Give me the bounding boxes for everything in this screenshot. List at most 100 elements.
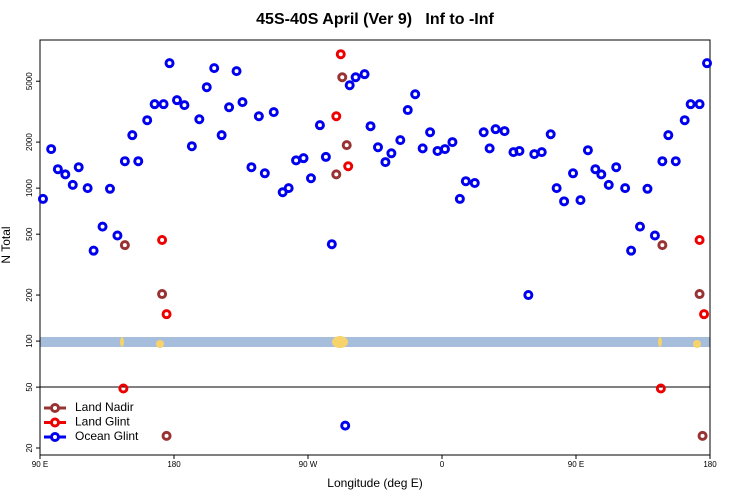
point [216,130,227,141]
point [663,130,674,141]
point [82,183,93,194]
point [478,127,489,138]
point [545,129,556,140]
x-tick-label: 90 E [32,460,48,469]
x-tick-label: 180 [167,460,181,469]
y-tick-label: 2000 [25,133,34,151]
point [341,140,352,151]
legend-label: Land Nadir [75,400,134,414]
point [657,240,668,251]
point [499,126,510,137]
y-axis-label: N Total [0,226,13,263]
y-tick-label: 500 [25,227,34,241]
point [60,169,71,180]
land-strip [40,336,710,348]
land-blob [332,336,348,348]
point [694,235,705,246]
series [37,58,713,431]
point [305,173,316,184]
point [209,63,220,74]
point [343,161,354,172]
point [410,89,421,100]
point [335,49,346,60]
point [685,99,696,110]
point [575,195,586,206]
land-blob [693,340,701,348]
y-tick-label: 200 [25,288,34,302]
point [237,97,248,108]
point [596,169,607,180]
point [484,143,495,154]
series [118,49,710,394]
point [331,111,342,122]
point [344,80,355,91]
point [127,130,138,141]
point [133,156,144,167]
point [679,115,690,126]
point [119,156,130,167]
point [417,143,428,154]
point [590,164,601,175]
point [350,72,361,83]
point [104,183,115,194]
point [194,114,205,125]
point [320,151,331,162]
y-tick-label: 100 [25,334,34,348]
point [186,141,197,152]
point [326,239,337,250]
point [536,147,547,158]
point [454,193,465,204]
point [268,107,279,118]
point [224,102,235,113]
point [649,230,660,241]
point [67,179,78,190]
y-tick-label: 20 [25,443,34,452]
point [372,142,383,153]
point [402,105,413,116]
series [119,72,708,441]
point [73,162,84,173]
point [164,58,175,69]
point [514,145,525,156]
x-tick-label: 180 [703,460,717,469]
point [425,127,436,138]
point [259,168,270,179]
point [469,178,480,189]
point [551,183,562,194]
point [620,183,631,194]
point [119,240,130,251]
y-tick-label: 5000 [25,72,34,90]
point [694,289,705,300]
point [337,72,348,83]
point [88,245,99,256]
point [529,149,540,160]
point [283,183,294,194]
point [460,176,471,187]
point [655,383,666,394]
x-tick-label: 0 [440,460,445,469]
point [559,196,570,207]
plot-frame [39,39,711,456]
point [231,66,242,77]
x-tick-label: 90 E [568,460,584,469]
land-blob [120,337,124,347]
legend-label: Land Glint [75,415,130,429]
legend-marker [50,417,60,428]
point [365,121,376,132]
point [52,164,63,175]
point [149,99,160,110]
land-blob [658,337,662,347]
point [157,235,168,246]
point [386,148,397,159]
point [142,115,153,126]
point [97,221,108,232]
point [395,135,406,146]
point [331,169,342,180]
point [201,82,212,93]
point [657,156,668,167]
chart-title: 45S-40S April (Ver 9) Inf to -Inf [256,11,494,28]
point [157,289,168,300]
point [490,124,501,135]
x-axis-label: Longitude (deg E) [327,476,422,490]
point [611,162,622,173]
